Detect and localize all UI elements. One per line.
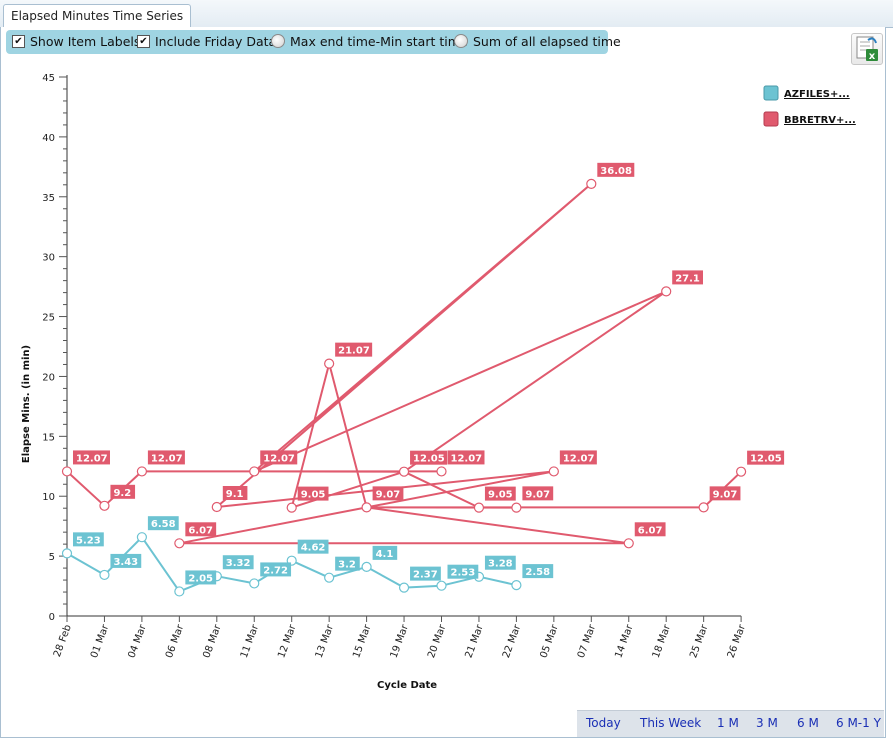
tab-strip: Elapsed Minutes Time Series [0, 0, 893, 29]
include-friday-label: Include Friday Data [155, 34, 277, 49]
range-today-link[interactable]: Today [586, 716, 621, 730]
sum-elapsed-radio[interactable] [454, 34, 468, 48]
tab-elapsed-minutes[interactable]: Elapsed Minutes Time Series [3, 4, 192, 29]
max-end-min-start-radio[interactable] [271, 34, 285, 48]
range-1m-link[interactable]: 1 M [717, 716, 739, 730]
range-this-week-link[interactable]: This Week [640, 716, 702, 730]
range-footer: Today This Week 1 M 3 M 6 M 6 M-1 Y [577, 710, 884, 737]
range-6m-link[interactable]: 6 M [797, 716, 819, 730]
svg-text:x: x [869, 51, 876, 62]
max-end-min-start-label: Max end time-Min start time [290, 34, 468, 49]
show-item-labels-label: Show Item Labels [30, 34, 141, 49]
options-bar: ✔ Show Item Labels ✔ Include Friday Data… [6, 30, 621, 54]
sum-elapsed-label: Sum of all elapsed time [473, 34, 621, 49]
include-friday-checkbox[interactable]: ✔ [137, 35, 150, 48]
show-item-labels-checkbox[interactable]: ✔ [12, 35, 25, 48]
excel-export-icon: x [856, 36, 878, 62]
range-3m-link[interactable]: 3 M [756, 716, 778, 730]
export-excel-button[interactable]: x [851, 33, 883, 65]
range-6m-1y-link[interactable]: 6 M-1 Y [836, 716, 881, 730]
chart-panel [0, 27, 886, 738]
